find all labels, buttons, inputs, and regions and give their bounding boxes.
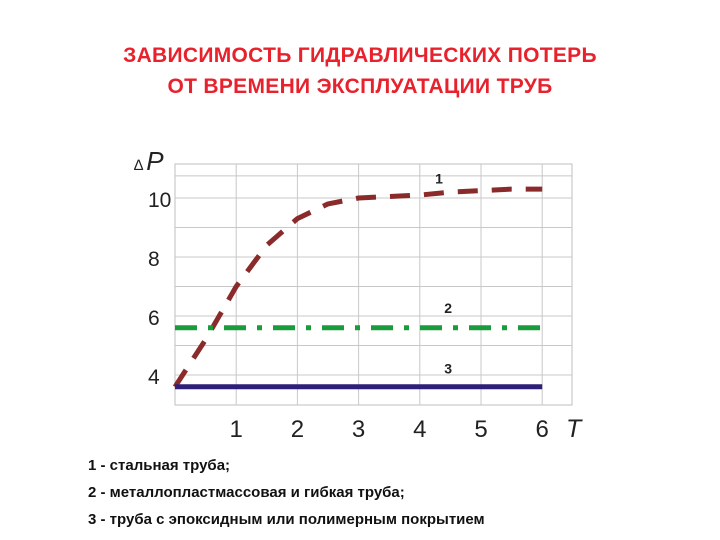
- title-line-2: ОТ ВРЕМЕНИ ЭКСПЛУАТАЦИИ ТРУБ: [167, 75, 553, 98]
- x-tick-label: 6: [536, 416, 549, 443]
- legend-item-3: 3 - труба с эпоксидным или полимерным по…: [88, 511, 485, 528]
- curve-label-1: 1: [435, 170, 443, 186]
- chart-grid: [174, 163, 573, 406]
- x-tick-label: 4: [413, 416, 426, 443]
- legend-item-1: 1 - стальная труба;: [88, 457, 231, 474]
- y-tick-label: 10: [148, 189, 171, 212]
- chart-title: ЗАВИСИМОСТЬ ГИДРАВЛИЧЕСКИХ ПОТЕРЬ ОТ ВРЕ…: [0, 40, 720, 102]
- series-line-1: [172, 186, 543, 389]
- y-tick-label: 8: [148, 248, 160, 271]
- x-tick-label: 3: [352, 416, 365, 443]
- y-axis-label: ∆ P: [134, 146, 164, 176]
- legend-item-2: 2 - металлопластмассовая и гибкая труба;: [88, 484, 405, 501]
- x-tick-label: 1: [230, 416, 243, 443]
- curve-label-2: 2: [444, 300, 452, 316]
- y-axis-label-text: P: [146, 146, 164, 176]
- chart-series: [172, 186, 543, 390]
- x-axis-label: T: [566, 415, 583, 443]
- x-tick-label: 2: [291, 416, 304, 443]
- y-tick-label: 6: [148, 307, 160, 330]
- y-tick-label: 4: [148, 366, 160, 389]
- legend: 1 - стальная труба; 2 - металлопластмасс…: [88, 452, 485, 533]
- x-tick-label: 5: [474, 416, 487, 443]
- curve-label-3: 3: [444, 361, 452, 377]
- y-axis-label-prefix: ∆: [134, 157, 144, 174]
- plot-frame: [174, 163, 573, 406]
- title-line-1: ЗАВИСИМОСТЬ ГИДРАВЛИЧЕСКИХ ПОТЕРЬ: [123, 44, 597, 67]
